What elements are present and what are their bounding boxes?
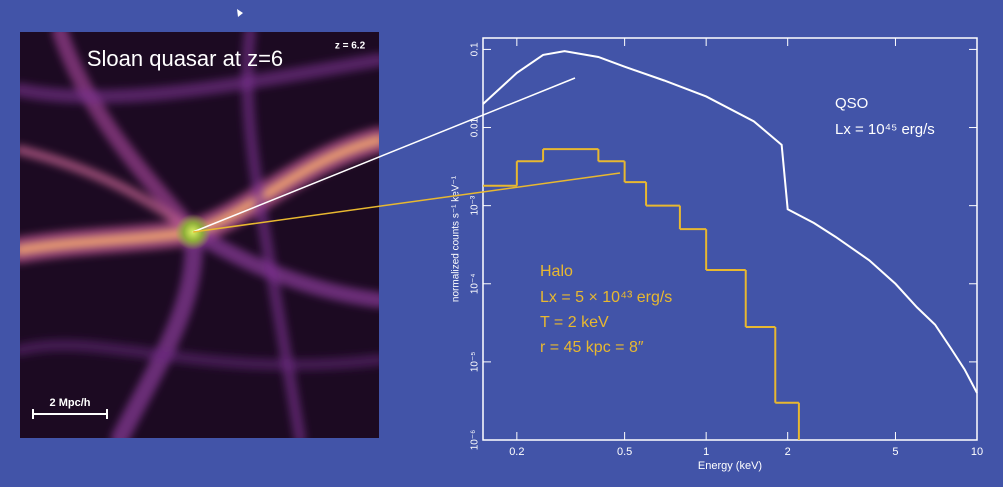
plot: 0.2 0.5 1 2 5 10 0.1 0.01 10⁻³ 10⁻⁴ 10⁻⁵ 10⁻⁶ Energy… bbox=[451, 38, 983, 472]
annotation: T = 2 keV bbox=[540, 314, 609, 331]
y-tick-label: 10⁻³ bbox=[470, 195, 481, 215]
simulation-image bbox=[20, 32, 379, 438]
y-tick-label: 10⁻⁴ bbox=[470, 273, 481, 294]
plot-frame bbox=[482, 37, 978, 441]
y-axis-label: normalized counts s⁻¹ keV⁻¹ bbox=[451, 175, 462, 302]
y-tick-label: 10⁻⁵ bbox=[470, 352, 481, 373]
y-tick-label: 0.1 bbox=[470, 42, 481, 56]
x-tick-label: 0.5 bbox=[617, 446, 632, 458]
x-tick-label: 10 bbox=[971, 446, 983, 458]
annotation: r = 45 kpc = 8″ bbox=[540, 339, 644, 356]
annotation: Halo bbox=[540, 263, 573, 280]
y-tick-label: 10⁻⁶ bbox=[470, 430, 481, 451]
x-tick-label: 2 bbox=[785, 446, 791, 458]
x-axis-label: Energy (keV) bbox=[698, 460, 762, 472]
image-title: Sloan quasar at z=6 bbox=[87, 46, 283, 71]
qso-connector bbox=[192, 77, 576, 233]
y-tick-label: 0.01 bbox=[470, 117, 481, 137]
x-tick-label: 5 bbox=[892, 446, 898, 458]
x-tick-label: 0.2 bbox=[509, 446, 524, 458]
annotation: Lx = 10⁴⁵ erg/s bbox=[835, 121, 935, 138]
x-tick-label: 1 bbox=[703, 446, 709, 458]
annotation: Lx = 5 × 10⁴³ erg/s bbox=[540, 289, 672, 306]
halo-connector bbox=[192, 172, 621, 233]
cursor bbox=[237, 9, 243, 17]
annotation: QSO bbox=[835, 95, 868, 112]
scale-bar-label: 2 Mpc/h bbox=[50, 397, 91, 409]
redshift-label: z = 6.2 bbox=[335, 41, 366, 52]
series-line bbox=[482, 50, 978, 394]
